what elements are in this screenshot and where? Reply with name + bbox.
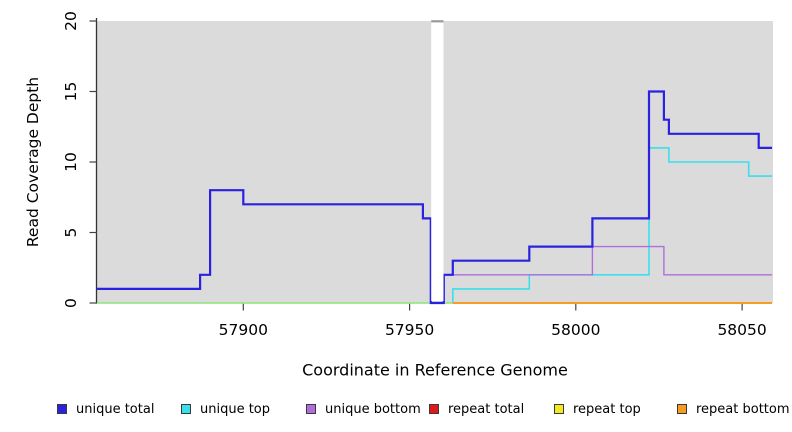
x-tick-label: 57950 bbox=[385, 321, 434, 339]
series-line-unique-bottom bbox=[443, 245, 772, 276]
y-tick-label: 20 bbox=[62, 11, 80, 31]
legend-label: repeat total bbox=[448, 401, 525, 417]
legend-item-repeat-bottom: repeat bottom bbox=[677, 401, 790, 417]
no-data-gap bbox=[431, 22, 444, 301]
x-axis-title: Coordinate in Reference Genome bbox=[302, 360, 568, 380]
legend-swatch-repeat-bottom bbox=[677, 404, 687, 414]
legend-item-repeat-total: repeat total bbox=[429, 401, 524, 417]
y-axis-title: Read Coverage Depth bbox=[24, 76, 42, 248]
legend-label: unique total bbox=[76, 401, 155, 417]
y-tick-label: 0 bbox=[62, 298, 80, 308]
legend-item-unique-bottom: unique bottom bbox=[306, 401, 421, 417]
x-tick-label: 58000 bbox=[551, 321, 600, 339]
legend-swatch-repeat-top bbox=[554, 404, 564, 414]
legend-item-repeat-top: repeat top bbox=[554, 401, 641, 417]
y-tick-label: 5 bbox=[62, 228, 80, 238]
x-tick-label: 58050 bbox=[717, 321, 766, 339]
series-line-unique-total bbox=[97, 90, 772, 305]
legend-label: repeat bottom bbox=[696, 401, 790, 417]
legend-label: unique bottom bbox=[325, 401, 421, 417]
y-tick-label: 10 bbox=[62, 152, 80, 172]
legend-label: unique top bbox=[200, 401, 271, 417]
y-tick-label: 15 bbox=[62, 82, 80, 102]
legend-swatch-unique-total bbox=[57, 404, 67, 414]
x-tick-label: 57900 bbox=[219, 321, 268, 339]
legend-swatch-unique-bottom bbox=[306, 404, 316, 414]
legend-item-unique-top: unique top bbox=[181, 401, 270, 417]
legend-label: repeat top bbox=[573, 401, 641, 417]
legend-swatch-unique-top bbox=[181, 404, 191, 414]
legend-swatch-repeat-total bbox=[429, 404, 439, 414]
legend-item-unique-total: unique total bbox=[57, 401, 154, 417]
